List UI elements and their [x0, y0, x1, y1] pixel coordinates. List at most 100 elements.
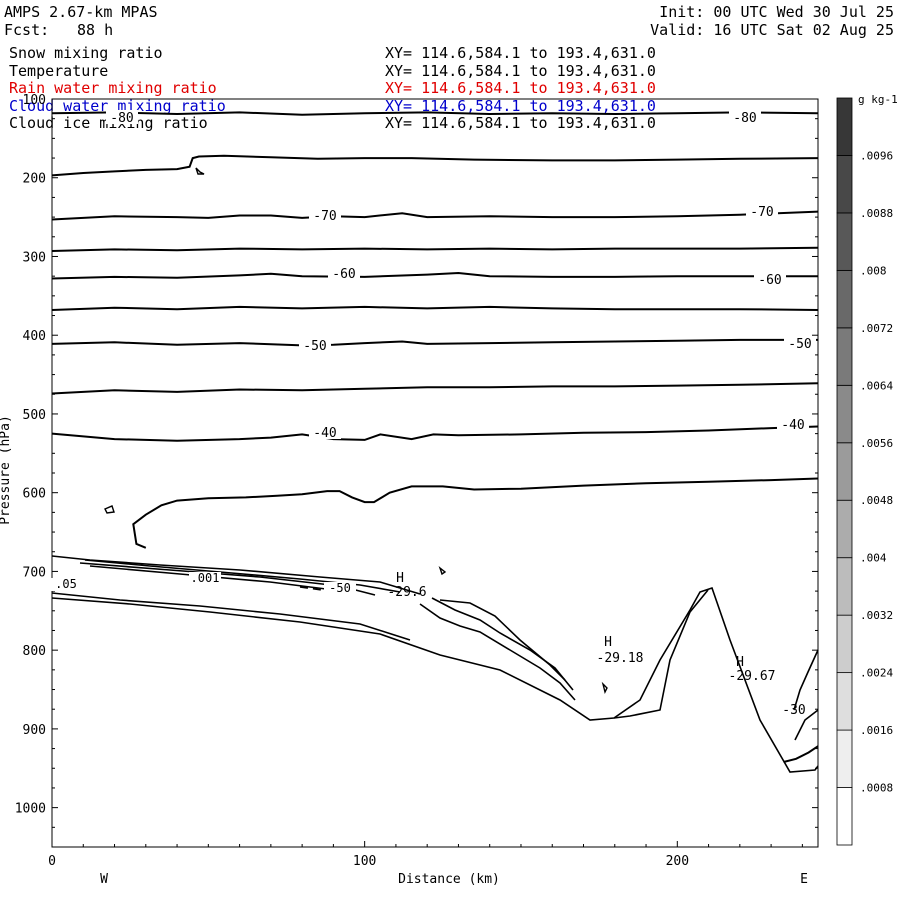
contour-label: -60 — [332, 267, 355, 282]
contour-label-mask — [754, 272, 786, 286]
y-tick-label: 400 — [23, 329, 46, 344]
hydrometeor-contour — [84, 559, 401, 593]
field-name: Temperature — [9, 61, 109, 80]
plot-frame — [51, 98, 819, 848]
contour-label-mask — [299, 338, 331, 352]
small-cell-contour — [601, 681, 608, 695]
field-name: Snow mixing ratio — [9, 44, 163, 62]
y-tick-label: 300 — [23, 250, 46, 265]
temperature-contour — [51, 246, 819, 252]
hydrometeor-contour — [419, 603, 576, 701]
y-tick-label: 800 — [23, 644, 46, 659]
contour-label-mask — [309, 425, 341, 439]
colorbar-segment — [836, 327, 853, 386]
temperature-contour — [51, 382, 819, 395]
init-time: Init: 00 UTC Wed 30 Jul 25 — [659, 3, 894, 21]
colorbar-tick-label: .0008 — [860, 782, 893, 795]
y-tick-label: 600 — [23, 487, 46, 502]
model-title: AMPS 2.67-km MPAS — [4, 3, 158, 21]
colorbar-tick-label: .0032 — [860, 609, 893, 622]
forecast-hour-label: Fcst: — [4, 21, 50, 39]
y-tick-label: 200 — [23, 172, 46, 187]
high-marker-symbol: H — [604, 635, 612, 650]
hydrometeor-contour — [51, 586, 819, 773]
high-marker-symbol: H — [736, 655, 744, 670]
small-cell-contour — [195, 167, 205, 175]
contour-annotation: .05 — [55, 577, 77, 591]
high-marker-value: -29.67 — [729, 669, 776, 684]
temperature-contour — [132, 477, 819, 549]
hydrometeor-contour — [431, 597, 574, 691]
colorbar-tick-label: .0024 — [860, 667, 893, 680]
contour-label-mask — [309, 208, 341, 222]
contour-label-mask — [746, 204, 778, 218]
east-label: E — [800, 872, 808, 887]
x-tick-label: 200 — [666, 854, 689, 869]
colorbar-segment — [836, 97, 853, 156]
colorbar-segment — [836, 729, 853, 788]
field-name: Rain water mixing ratio — [9, 79, 217, 97]
field-xy-range: XY= 114.6,584.1 to 193.4,631.0 — [385, 114, 656, 132]
colorbar-tick-label: .0056 — [860, 437, 893, 450]
high-marker-symbol: H — [396, 571, 404, 586]
contour-label-mask — [777, 417, 809, 431]
colorbar-segment — [836, 269, 853, 329]
temperature-contour — [51, 305, 819, 311]
temperature-contour — [783, 745, 819, 763]
valid-time: Valid: 16 UTC Sat 02 Aug 25 — [650, 21, 894, 39]
hydrometeor-contour — [89, 565, 351, 593]
dashed-contour — [299, 586, 331, 592]
colorbar-tick-label: .004 — [860, 552, 887, 565]
temperature-contour — [51, 425, 819, 442]
hydrometeor-contour — [794, 709, 819, 741]
contour-label: -40 — [313, 426, 336, 441]
contour-label: -50 — [788, 337, 811, 352]
temperature-contour — [51, 271, 818, 280]
field-xy-range: XY= 114.6,584.1 to 193.4,631.0 — [385, 44, 656, 62]
annotation-mask — [50, 578, 82, 591]
contour-label: -80 — [733, 111, 756, 126]
colorbar-unit: g kg-1 — [858, 93, 898, 106]
contour-label-mask — [106, 110, 138, 124]
annotation-mask — [189, 572, 221, 585]
colorbar-segment — [836, 614, 853, 674]
colorbar-segment — [836, 672, 853, 731]
hydrometeor-contour — [613, 589, 709, 719]
high-marker-value: -29.18 — [597, 651, 644, 666]
colorbar-tick-label: .0096 — [860, 149, 893, 162]
contour-annotation: -50 — [329, 581, 351, 595]
contour-label: -50 — [303, 339, 326, 354]
colorbar-tick-label: .0064 — [860, 379, 893, 392]
colorbar-segment — [836, 787, 853, 846]
colorbar-segment — [836, 155, 853, 214]
hydrometeor-contour — [793, 649, 819, 711]
field-xy-range: XY= 114.6,584.1 to 193.4,631.0 — [385, 61, 656, 80]
hydrometeor-contour — [439, 599, 566, 681]
field-xy-range: XY= 114.6,584.1 to 193.4,631.0 — [385, 96, 656, 115]
contour-annotation: .001 — [191, 571, 220, 585]
contour-label: -60 — [758, 273, 781, 288]
contour-label: -80 — [110, 111, 133, 126]
x-tick-label: 0 — [48, 854, 56, 869]
annotation-mask — [324, 582, 356, 595]
contour-label: -70 — [313, 209, 336, 224]
contour-label-mask — [729, 110, 761, 124]
y-tick-label: 700 — [23, 565, 46, 580]
colorbar-segment — [836, 442, 853, 501]
x-tick-label: 100 — [353, 854, 376, 869]
west-label: W — [100, 872, 108, 887]
hydrometeor-contour — [51, 592, 411, 641]
temperature-contour — [51, 338, 818, 347]
contour-label: -70 — [750, 205, 773, 220]
colorbar-tick-label: .0088 — [860, 207, 893, 220]
colorbar-tick-label: .0072 — [860, 322, 893, 335]
y-tick-label: 100 — [23, 93, 46, 108]
small-cell-contour — [438, 565, 447, 576]
colorbar-tick-label: .0048 — [860, 494, 893, 507]
colorbar-tick-label: .0016 — [860, 724, 893, 737]
contour-label-mask — [328, 266, 360, 280]
temperature-contour — [51, 111, 819, 116]
colorbar-segment — [836, 557, 853, 616]
